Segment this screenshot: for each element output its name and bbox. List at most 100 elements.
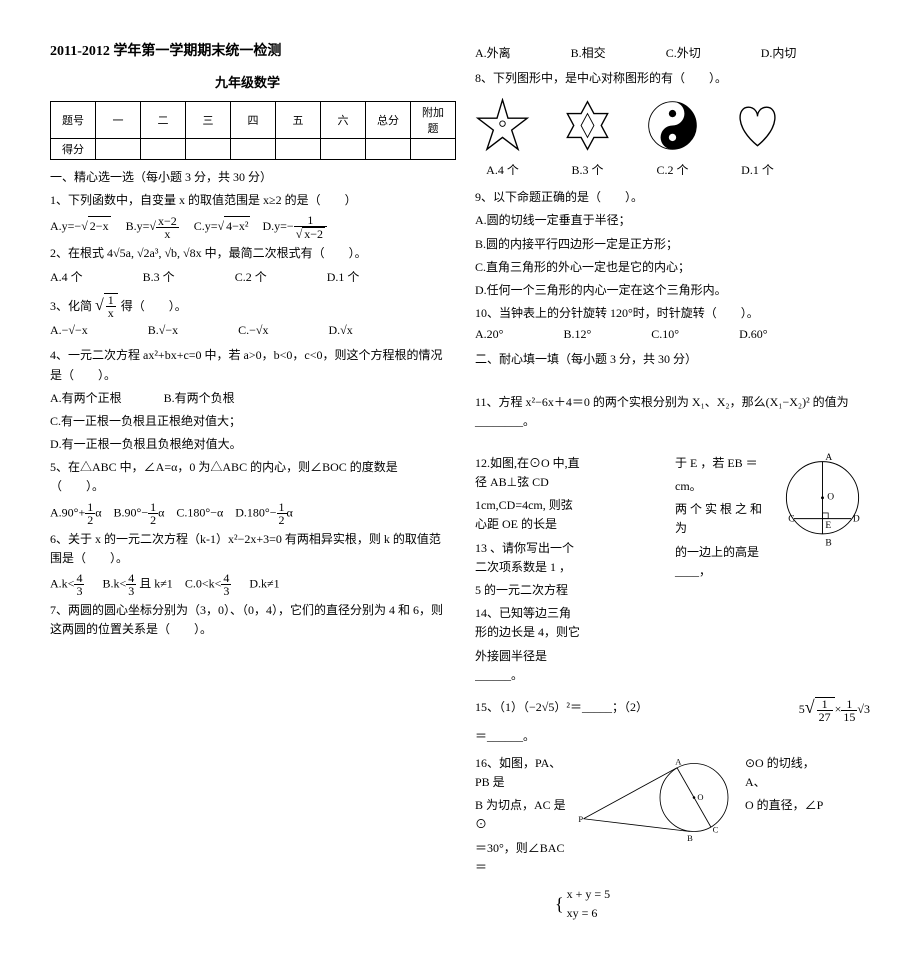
opt-a-pre: A.k< <box>50 576 74 590</box>
cell: 六 <box>321 102 366 139</box>
opt-b: B.相交 <box>571 44 606 61</box>
opt-a: A.−√−x <box>50 323 88 338</box>
svg-text:P: P <box>578 814 583 824</box>
d: 27 <box>817 711 833 723</box>
n: 1 <box>841 698 857 711</box>
question-5: 5、在△ABC 中，∠A=α，0 为△ABC 的内心，则∠BOC 的度数是（ ）… <box>50 458 445 496</box>
q15b: ＝______。 <box>475 727 870 746</box>
left-column: 2011-2012 学年第一学期期末统一检测 九年级数学 题号 一 二 三 四 … <box>50 40 445 927</box>
opt-b: B.有两个负根 <box>164 391 235 405</box>
q12-l1: 12.如图,在⊙O 中,直径 AB⊥弦 CD <box>475 454 580 492</box>
opt-c: C.2 个 <box>235 268 267 285</box>
q4-opts: A.有两个正根 B.有两个负根 <box>50 389 445 408</box>
eq2: xy = 6 <box>567 904 611 923</box>
question-15: 15、（1）（−2√5）²＝_____；（2） 5√127×115√3 <box>475 693 870 723</box>
yinyang-shape: C.2 个 <box>645 98 700 178</box>
cap: C.2 个 <box>645 161 700 178</box>
question-10: 10、当钟表上的分针旋转 120°时，时针旋转（ ）。 <box>475 304 870 323</box>
opt-a-rad: 2−x <box>88 216 111 236</box>
n: 1 <box>148 501 158 514</box>
q3-options: A.−√−x B.√−x C.−√x D.√x <box>50 323 445 338</box>
opt-a: A.外离 <box>475 44 511 61</box>
eq1: x + y = 5 <box>567 885 611 904</box>
q3-den: x <box>106 307 116 319</box>
q12-14-block: A O C D E B 12.如图,在⊙O 中,直径 AB⊥弦 CD 1cm,C… <box>475 450 870 689</box>
opt-b: B.圆的内接平行四边形一定是正方形； <box>475 235 870 254</box>
d: 3 <box>126 585 136 597</box>
opt-b-pre: B.y= <box>126 219 150 233</box>
opt-d-pre: D.180°− <box>235 505 276 519</box>
svg-text:O: O <box>827 493 834 503</box>
s: α <box>287 505 293 519</box>
q2-post: 中，最简二次根式有（ ）。 <box>205 246 367 260</box>
tangent-figure: A O C B P <box>575 750 745 845</box>
opt-d: D.k≠1 <box>249 576 279 590</box>
opt-a: A.20° <box>475 327 503 342</box>
svg-text:A: A <box>675 756 682 766</box>
svg-text:O: O <box>697 792 703 802</box>
circle-chord-figure: A O C D E B <box>775 450 870 555</box>
svg-text:D: D <box>853 514 860 524</box>
opt-d: D.有一正根一负根且负根绝对值大。 <box>50 435 445 454</box>
q3-pre: 3、化简 <box>50 299 92 313</box>
q7-opts: A.外离 B.相交 C.外切 D.内切 <box>475 44 870 61</box>
table-row: 题号 一 二 三 四 五 六 总分 附加题 <box>51 102 456 139</box>
opt-c-pre: C.y= <box>194 219 218 233</box>
opt-d-num: 1 <box>294 214 327 227</box>
yinyang-icon <box>645 98 700 153</box>
hexstar-shape: B.3 个 <box>560 98 615 178</box>
opt-d: D.内切 <box>761 44 797 61</box>
cell: 题号 <box>51 102 96 139</box>
s: 且 k≠1 <box>136 576 173 590</box>
svg-text:E: E <box>825 521 831 531</box>
q2-r2: √2a³ <box>137 246 159 260</box>
opt-a: A.4 个 <box>50 268 83 285</box>
question-1: 1、下列函数中，自变量 x 的取值范围是 x≥2 的是（ ） <box>50 191 445 210</box>
section2-heading: 二、耐心填一填（每小题 3 分，共 30 分） <box>475 350 870 369</box>
svg-text:A: A <box>825 453 832 463</box>
question-4: 4、一元二次方程 ax²+bx+c=0 中，若 a>0，b<0，c<0，则这个方… <box>50 346 445 384</box>
mid: × <box>835 702 842 716</box>
q1-options: A.y=−√2−x B.y=√x−2x C.y=√4−x² D.y=−1√x−2 <box>50 214 445 240</box>
d: 15 <box>841 711 857 723</box>
n: 1 <box>817 698 833 711</box>
d: 2 <box>148 514 158 526</box>
heart-icon <box>730 98 785 153</box>
q12-l3: 13 、请你写出一个二次项系数是 1 ， <box>475 539 580 577</box>
cell: 总分 <box>366 102 411 139</box>
q2-r4: √8x <box>183 246 202 260</box>
section-heading: 一、精心选一选（每小题 3 分，共 30 分） <box>50 168 445 187</box>
star-icon <box>475 98 530 153</box>
opt-d: D.√x <box>329 323 353 338</box>
cell: 附加题 <box>411 102 456 139</box>
cell: 得分 <box>51 139 96 160</box>
opt-c: C.−√x <box>238 323 268 338</box>
svg-text:B: B <box>687 833 693 843</box>
q16-l1: 16、如图，PA、PB 是 <box>475 754 575 792</box>
cell: 三 <box>186 102 231 139</box>
d: 2 <box>277 514 287 526</box>
question-9: 9、以下命题正确的是（ ）。 <box>475 188 870 207</box>
q8-shapes: A.4 个 B.3 个 C.2 个 D.1 个 <box>475 98 870 178</box>
question-2: 2、在根式 4√5a, √2a³, √b, √8x 中，最简二次根式有（ ）。 <box>50 244 445 263</box>
cell: 一 <box>96 102 141 139</box>
opt-a: A.圆的切线一定垂直于半径； <box>475 211 870 230</box>
opt-b-pre: B.k< <box>102 576 126 590</box>
opt-c-rad: 4−x² <box>224 216 250 236</box>
table-row: 得分 <box>51 139 456 160</box>
svg-text:C: C <box>788 514 794 524</box>
q5-opts: A.90°+12α B.90°−12α C.180°−α D.180°−12α <box>50 501 445 526</box>
q2-r1: 4√5a <box>107 246 131 260</box>
opt-a-pre: A.y=− <box>50 219 81 233</box>
cell: 二 <box>141 102 186 139</box>
s: α <box>158 505 164 519</box>
exam-subtitle: 九年级数学 <box>50 72 445 91</box>
opt-b-den: x <box>156 228 179 240</box>
heart-shape: D.1 个 <box>730 98 785 178</box>
opt-d: D.任何一个三角形的内心一定在这个三角形内。 <box>475 281 870 300</box>
q12-r1: 于 E ，若 EB ＝ <box>675 454 765 473</box>
d: 2 <box>85 514 95 526</box>
q16-r2: O 的直径，∠P <box>745 796 835 815</box>
equation-system: { x + y = 5 xy = 6 <box>555 885 870 923</box>
q10-opts: A.20° B.12° C.10° D.60° <box>475 327 870 342</box>
